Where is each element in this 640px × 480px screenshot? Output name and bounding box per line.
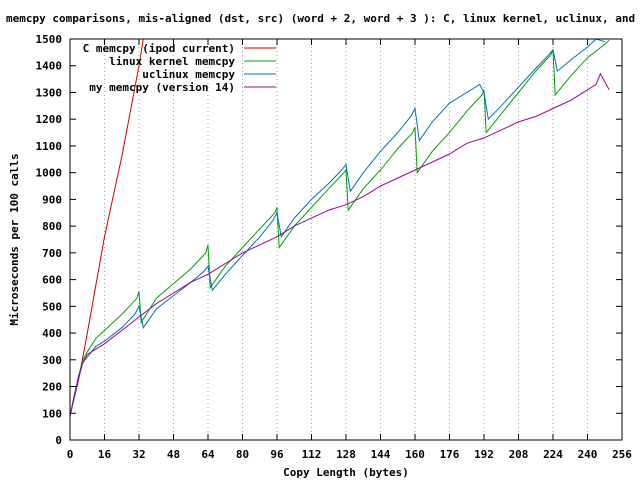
y-tick-label: 500 xyxy=(42,300,62,313)
x-tick-label: 224 xyxy=(543,448,563,461)
y-tick-label: 1100 xyxy=(36,140,63,153)
y-tick-label: 1300 xyxy=(36,86,63,99)
series-line-3 xyxy=(70,39,605,416)
x-tick-label: 192 xyxy=(474,448,494,461)
x-tick-label: 240 xyxy=(578,448,598,461)
grid xyxy=(104,39,588,440)
x-tick-label: 64 xyxy=(201,448,215,461)
x-tick-label: 96 xyxy=(270,448,284,461)
x-tick-label: 16 xyxy=(98,448,112,461)
y-tick-label: 700 xyxy=(42,247,62,260)
y-tick-label: 1200 xyxy=(36,113,63,126)
x-tick-label: 32 xyxy=(132,448,145,461)
x-tick-label: 160 xyxy=(405,448,425,461)
x-tick-label: 256 xyxy=(612,448,632,461)
x-tick-label: 80 xyxy=(236,448,249,461)
legend: C memcpy (ipod current)linux kernel memc… xyxy=(83,42,276,94)
chart-title: memcpy comparisons, mis-aligned (dst, sr… xyxy=(6,12,640,25)
x-axis: 0 16 32 48 64 80 96 112 128 144 160 176 192 208 224 240… xyxy=(67,39,632,461)
legend-label: C memcpy (ipod current) xyxy=(83,42,235,55)
y-tick-label: 1500 xyxy=(36,33,63,46)
y-tick-label: 200 xyxy=(42,381,62,394)
y-tick-label: 900 xyxy=(42,193,62,206)
x-tick-label: 128 xyxy=(336,448,356,461)
x-tick-label: 208 xyxy=(509,448,529,461)
series-line-4 xyxy=(70,72,610,417)
y-tick-label: 0 xyxy=(55,434,62,447)
y-axis: 0 100 200 300 400 500 600 700 800 900 1000 1100 1200… xyxy=(36,33,622,447)
x-tick-label: 0 xyxy=(67,448,74,461)
y-tick-label: 100 xyxy=(42,407,62,420)
legend-label: uclinux memcpy xyxy=(142,68,235,81)
x-tick-label: 48 xyxy=(167,448,180,461)
x-tick-label: 112 xyxy=(302,448,322,461)
y-tick-label: 1000 xyxy=(36,167,63,180)
x-tick-label: 144 xyxy=(371,448,391,461)
y-axis-label: Microseconds per 100 calls xyxy=(8,153,21,325)
y-tick-label: 800 xyxy=(42,220,62,233)
y-tick-label: 600 xyxy=(42,274,62,287)
y-tick-label: 1400 xyxy=(36,60,63,73)
legend-label: my memcpy (version 14) xyxy=(89,81,235,94)
series-line-1 xyxy=(70,39,144,417)
legend-label: linux kernel memcpy xyxy=(109,55,235,68)
series-group xyxy=(70,39,610,417)
y-tick-label: 400 xyxy=(42,327,62,340)
series-line-2 xyxy=(70,39,610,417)
y-tick-label: 300 xyxy=(42,354,62,367)
x-axis-label: Copy Length (bytes) xyxy=(283,466,409,479)
x-tick-label: 176 xyxy=(440,448,460,461)
